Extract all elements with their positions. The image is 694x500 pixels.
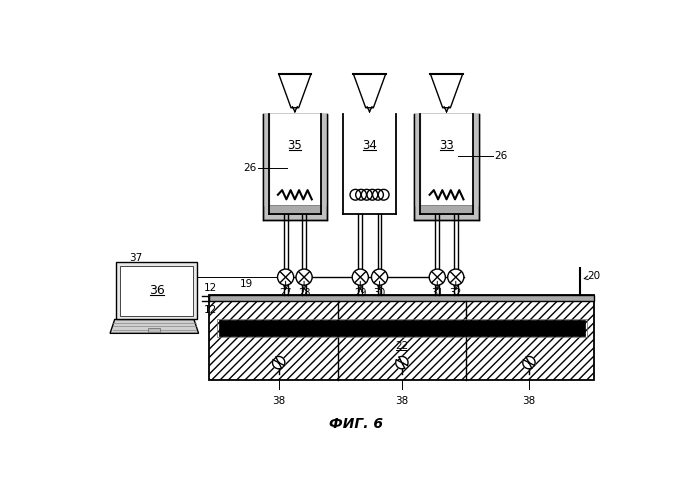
Circle shape	[296, 269, 312, 285]
Bar	[269, 205, 321, 214]
Text: 37: 37	[130, 253, 143, 263]
Text: 30: 30	[373, 288, 386, 298]
Text: 12: 12	[204, 305, 217, 315]
Text: 26: 26	[243, 163, 256, 173]
Bar	[421, 205, 473, 214]
Circle shape	[353, 269, 369, 285]
Text: 28: 28	[298, 288, 310, 298]
Text: 32: 32	[450, 288, 462, 298]
Bar	[421, 114, 473, 214]
Bar	[120, 266, 193, 316]
Text: 22: 22	[396, 342, 409, 351]
Polygon shape	[523, 360, 532, 369]
Text: 35: 35	[287, 140, 302, 152]
Bar	[269, 114, 321, 214]
Bar	[217, 318, 586, 337]
Polygon shape	[110, 320, 198, 334]
Circle shape	[371, 269, 388, 285]
Text: 31: 31	[431, 288, 443, 298]
Polygon shape	[526, 356, 535, 366]
Polygon shape	[396, 360, 405, 369]
Text: 26: 26	[494, 151, 507, 161]
Text: 38: 38	[272, 396, 285, 406]
Polygon shape	[353, 74, 386, 108]
Circle shape	[448, 269, 464, 285]
Text: 12: 12	[204, 282, 217, 292]
Text: 20: 20	[587, 270, 600, 280]
Circle shape	[278, 269, 294, 285]
Text: 19: 19	[239, 280, 253, 289]
Polygon shape	[430, 74, 463, 108]
Polygon shape	[279, 74, 311, 108]
Text: 29: 29	[354, 288, 366, 298]
Bar	[219, 320, 585, 336]
Text: 38: 38	[396, 396, 409, 406]
Polygon shape	[399, 356, 408, 366]
Polygon shape	[276, 356, 285, 366]
Circle shape	[429, 269, 446, 285]
Text: 36: 36	[149, 284, 164, 297]
Text: 38: 38	[523, 396, 536, 406]
Bar	[210, 295, 594, 301]
Text: 33: 33	[439, 140, 454, 152]
Bar	[262, 114, 327, 220]
Text: 34: 34	[362, 140, 377, 152]
Polygon shape	[273, 360, 282, 369]
Bar	[148, 328, 160, 332]
Bar	[210, 295, 594, 380]
Bar	[414, 114, 479, 220]
Text: 27: 27	[280, 288, 292, 298]
Bar	[116, 262, 197, 320]
Text: ФИГ. 6: ФИГ. 6	[329, 417, 382, 431]
